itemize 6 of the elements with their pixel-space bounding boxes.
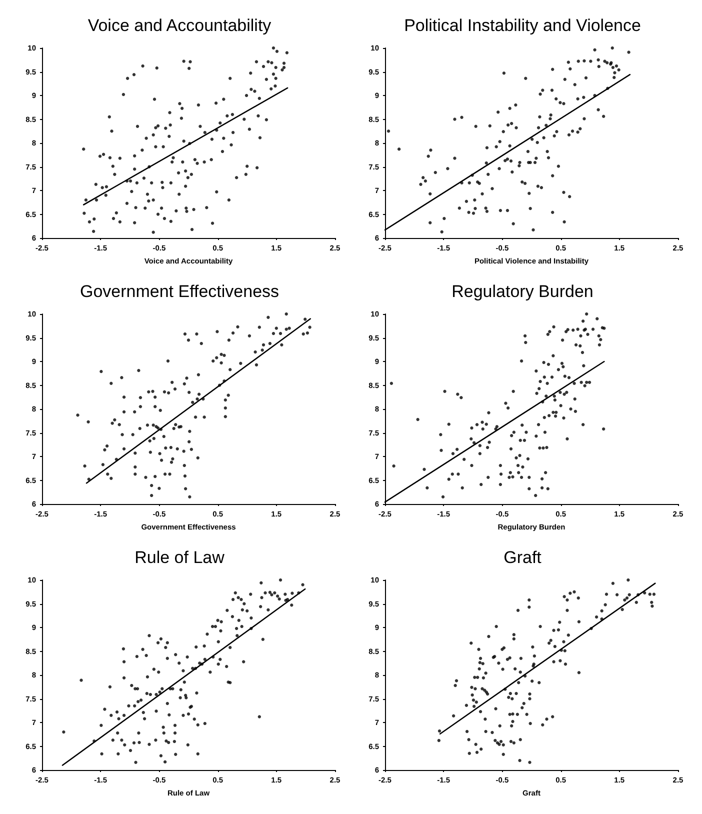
- chart-title: Voice and Accountability: [88, 16, 272, 35]
- chart-title: Government Effectiveness: [80, 282, 280, 301]
- chart-title: Political Instability and Violence: [404, 16, 641, 35]
- chart-title: Regulatory Burden: [452, 282, 594, 301]
- chart-title: Rule of Law: [134, 548, 226, 567]
- chart-title: Graft: [504, 548, 542, 567]
